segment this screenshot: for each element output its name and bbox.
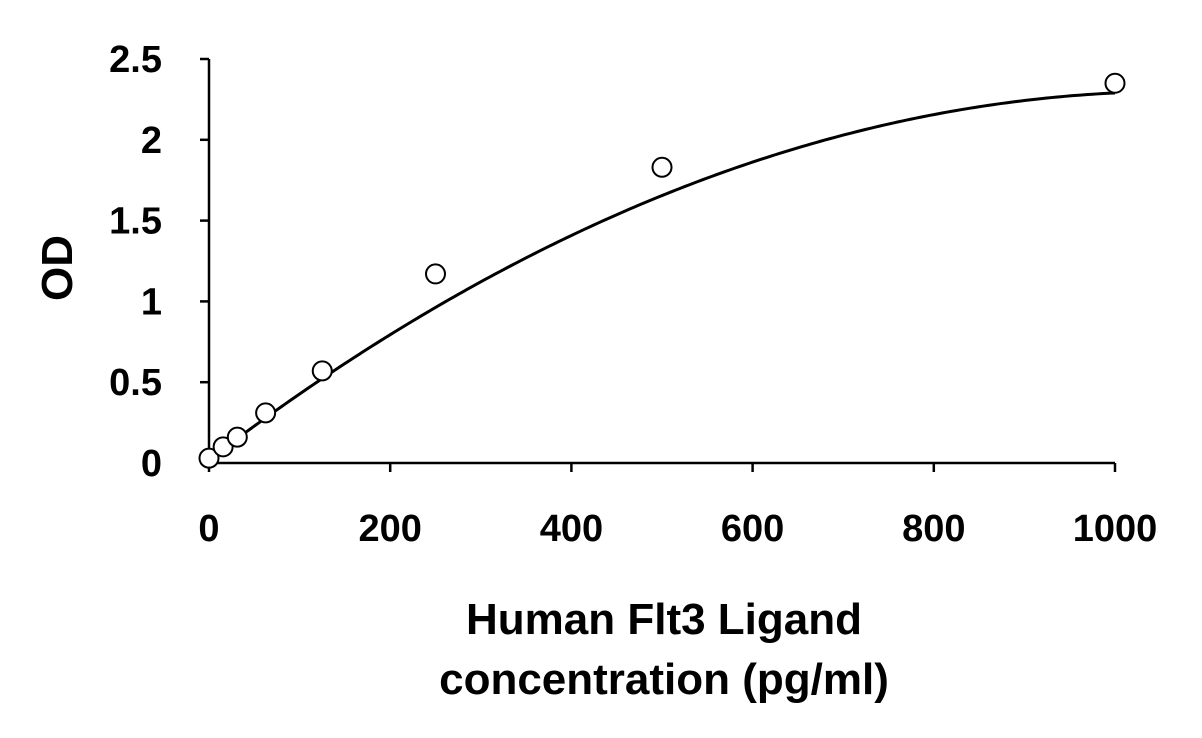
y-tick-label: 1 (141, 281, 162, 323)
x-axis-title-line-1: Human Flt3 Ligand (466, 595, 862, 644)
fit-curve-line (208, 91, 1116, 461)
data-point (651, 156, 673, 178)
y-tick-label: 0 (141, 443, 162, 485)
y-ticks: 0 0.5 1 1.5 2 2.5 (109, 39, 209, 485)
y-tick-label: 1.5 (109, 201, 162, 243)
x-ticks: 0 200 400 600 800 1000 (198, 463, 1157, 550)
data-point (255, 402, 277, 424)
data-point (311, 360, 333, 382)
y-axis-title: OD (33, 235, 82, 301)
x-tick-label: 800 (902, 508, 965, 550)
y-tick-label: 2 (141, 120, 162, 162)
y-tick-label: 0.5 (109, 362, 162, 404)
x-tick-label: 600 (721, 508, 784, 550)
axes (207, 59, 1115, 465)
data-point (1104, 72, 1126, 94)
data-point (212, 436, 234, 458)
data-point (425, 263, 446, 285)
x-tick-label: 200 (358, 508, 421, 550)
x-tick-label: 400 (540, 508, 603, 550)
data-point (226, 426, 248, 448)
x-axis-title-line-2: concentration (pg/ml) (439, 655, 889, 704)
x-tick-label: 0 (198, 508, 219, 550)
data-points (198, 72, 1126, 469)
y-tick-label: 2.5 (109, 39, 162, 81)
data-point (198, 447, 220, 469)
x-tick-label: 1000 (1073, 508, 1158, 550)
